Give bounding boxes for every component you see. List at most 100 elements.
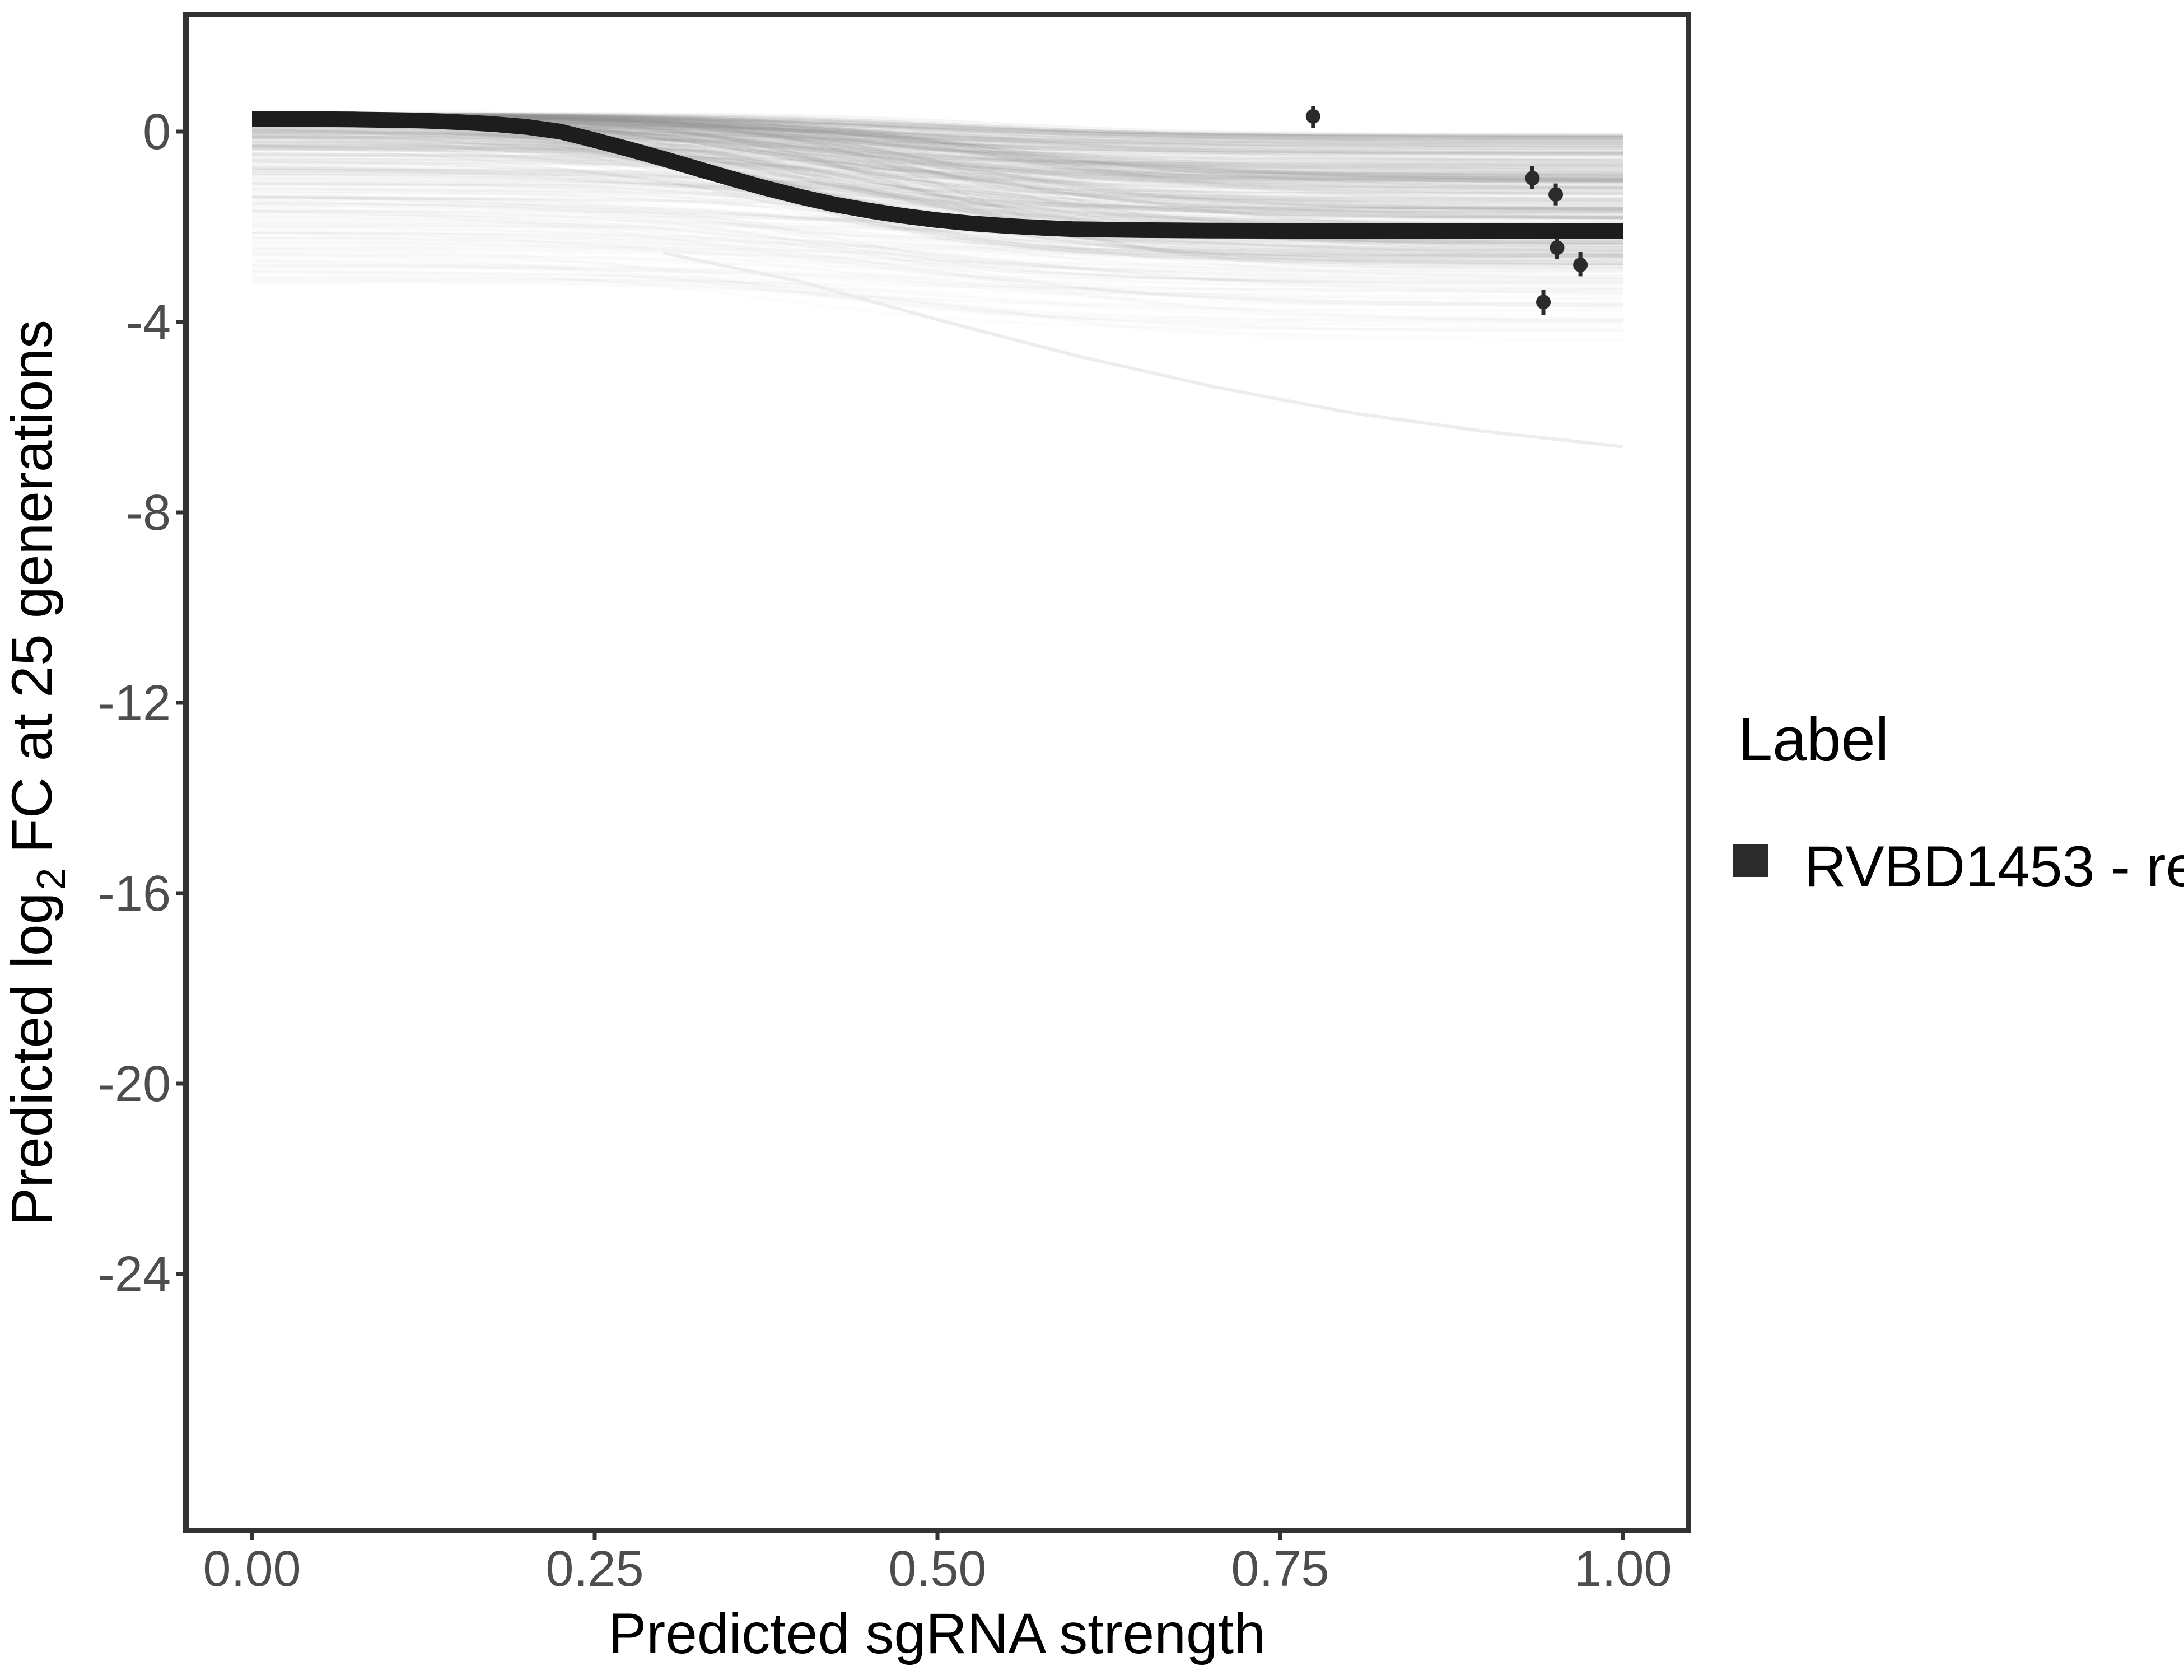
- posterior-draw-line: [251, 157, 1623, 213]
- posterior-draw-line: [252, 131, 1623, 155]
- point-marker: [1305, 109, 1320, 124]
- x-tick-label: 1.00: [1574, 1541, 1672, 1597]
- posterior-draw-line: [252, 145, 1623, 177]
- posterior-draw-line: [252, 113, 1623, 195]
- posterior-draw-line: [251, 153, 1623, 176]
- y-axis-title: Predicted log 2 FC at 25 generations: [0, 320, 74, 1226]
- posterior-draw-line: [251, 136, 1623, 213]
- posterior-draw-line: [251, 152, 1623, 170]
- posterior-draw-line: [251, 141, 1623, 188]
- posterior-draw-line: [251, 113, 1623, 137]
- posterior-draw-line: [252, 158, 1623, 188]
- posterior-draw-line: [251, 160, 1623, 258]
- y-tick-label: -8: [126, 485, 171, 541]
- posterior-draw-line: [251, 112, 1623, 176]
- posterior-draw-line: [251, 171, 1623, 210]
- posterior-draw-line: [251, 160, 1623, 258]
- posterior-draw-line: [251, 133, 1623, 166]
- mean-fit-line-group: [252, 111, 1623, 449]
- plot-panel: [186, 15, 1688, 1530]
- y-tick-label: 0: [143, 104, 171, 160]
- posterior-draw-line: [251, 130, 1623, 242]
- posterior-draw-line: [251, 158, 1623, 197]
- posterior-draw-line: [251, 136, 1623, 178]
- posterior-draw-line: [251, 130, 1623, 175]
- posterior-draw-line: [252, 142, 1623, 161]
- posterior-draw-line: [251, 157, 1623, 219]
- y-axis-title-rest: FC at 25 generations: [0, 320, 64, 853]
- posterior-draw-line: [251, 129, 1623, 153]
- posterior-draw-line: [251, 145, 1623, 213]
- posterior-draw-line: [252, 111, 1623, 192]
- y-tick-label: -12: [98, 675, 171, 731]
- posterior-draw-line: [251, 129, 1623, 194]
- posterior-draw-line: [251, 166, 1623, 209]
- posterior-draw-line: [251, 120, 1623, 218]
- y-axis-title-main: Predicted log: [0, 893, 64, 1226]
- x-tick-label: 0.50: [888, 1541, 986, 1597]
- posterior-draw-line: [251, 131, 1623, 244]
- posterior-draw-line: [251, 140, 1623, 189]
- x-tick-label: 0.25: [545, 1541, 643, 1597]
- point-marker: [1573, 258, 1588, 272]
- posterior-draw-line: [251, 137, 1623, 175]
- point-marker: [1536, 295, 1551, 310]
- posterior-draw-line: [251, 121, 1623, 248]
- posterior-draw-line: [252, 161, 1623, 181]
- mean-fit-line: [252, 111, 1623, 239]
- posterior-draw-line: [252, 112, 1623, 194]
- posterior-draw-line: [251, 148, 1623, 209]
- data-point: [1548, 183, 1564, 206]
- outlier-draw-line: [662, 251, 1623, 449]
- posterior-draw-line: [251, 132, 1623, 179]
- posterior-draw-line: [251, 171, 1623, 219]
- posterior-draw-line: [251, 143, 1623, 165]
- y-tick-label: -20: [98, 1056, 171, 1112]
- posterior-draw-line: [252, 146, 1623, 167]
- posterior-draw-line: [251, 113, 1623, 138]
- y-tick-label: -4: [126, 295, 171, 351]
- posterior-draw-line: [252, 132, 1623, 175]
- y-tick-label: -16: [98, 866, 171, 922]
- legend-entry-label: RVBD1453 - ref: [1804, 834, 2184, 899]
- posterior-draw-line: [251, 147, 1623, 206]
- posterior-draw-line: [251, 132, 1623, 258]
- legend-key-swatch: [1733, 844, 1768, 877]
- posterior-draw-line: [252, 136, 1623, 161]
- y-axis-title-subscript: 2: [29, 868, 74, 890]
- posterior-draw-line: [251, 180, 1623, 262]
- posterior-draw-line: [251, 183, 1623, 200]
- posterior-draw-line: [251, 144, 1623, 213]
- posterior-draw-line: [251, 144, 1623, 225]
- posterior-draw-line: [251, 141, 1623, 201]
- x-tick-label: 0.75: [1231, 1541, 1329, 1597]
- posterior-draw-line: [252, 135, 1623, 169]
- posterior-draw-line: [251, 154, 1623, 185]
- posterior-draw-line: [252, 112, 1623, 156]
- posterior-draw-line: [252, 112, 1623, 183]
- posterior-draw-line: [251, 174, 1623, 272]
- point-marker: [1548, 187, 1564, 202]
- legend-title: Label: [1738, 705, 1889, 774]
- posterior-draw-line: [251, 112, 1623, 211]
- posterior-draw-line: [251, 129, 1623, 176]
- posterior-draw-line: [252, 135, 1623, 170]
- posterior-draw-line: [251, 159, 1623, 185]
- posterior-draw-line: [251, 171, 1623, 194]
- posterior-draw-line: [252, 111, 1623, 137]
- posterior-draw-line: [252, 148, 1623, 169]
- posterior-draw-line: [251, 168, 1623, 226]
- y-axis: 0 -4 -8 -12 -16 -20 -24: [98, 104, 186, 1303]
- posterior-draw-line: [251, 140, 1623, 194]
- data-points-group: [1305, 106, 1588, 315]
- legend: Label RVBD1453 - ref: [1733, 705, 2184, 899]
- posterior-draw-line: [251, 138, 1623, 255]
- posterior-draw-line: [251, 154, 1623, 179]
- data-point: [1525, 166, 1540, 189]
- posterior-draw-line: [251, 129, 1623, 221]
- posterior-draw-line: [251, 181, 1623, 220]
- posterior-draw-line: [251, 128, 1623, 217]
- posterior-draw-line: [251, 139, 1623, 181]
